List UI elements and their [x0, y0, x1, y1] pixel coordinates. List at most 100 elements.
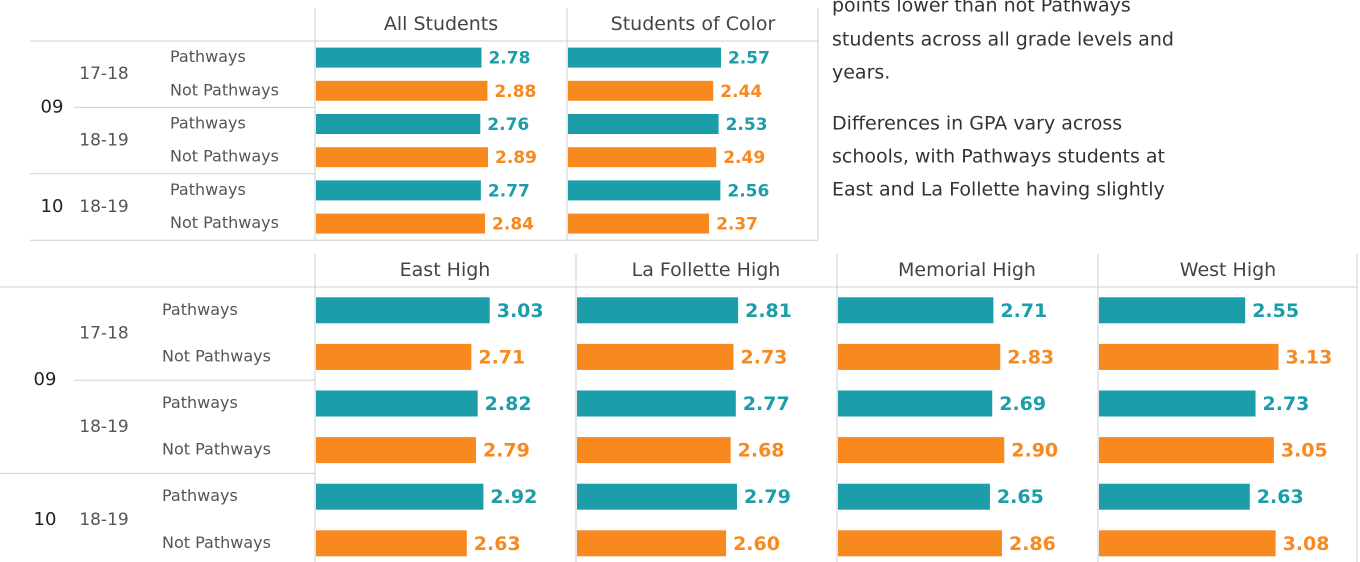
year-label: 18-19 — [79, 510, 128, 530]
bar — [1099, 437, 1274, 464]
bar — [838, 297, 994, 324]
bar — [838, 530, 1002, 557]
bar — [577, 343, 734, 370]
value-label: 2.84 — [492, 215, 534, 235]
value-label: 2.55 — [1252, 300, 1299, 322]
bar — [316, 47, 482, 68]
bar — [568, 147, 717, 168]
value-label: 2.77 — [743, 393, 790, 415]
narrative-line: schools, with Pathways students at — [832, 146, 1165, 168]
row-label: Pathways — [170, 47, 246, 66]
bar — [577, 483, 737, 510]
row-label: Pathways — [170, 180, 246, 199]
row-label: Not Pathways — [170, 213, 279, 232]
panel-header: West High — [1180, 259, 1276, 281]
year-label: 18-19 — [79, 417, 128, 437]
bar — [316, 80, 488, 101]
bar — [577, 530, 727, 557]
value-label: 2.81 — [745, 300, 792, 322]
value-label: 2.90 — [1011, 440, 1058, 462]
row-label: Not Pathways — [162, 346, 271, 365]
value-label: 2.49 — [723, 148, 765, 168]
value-label: 2.57 — [728, 49, 770, 69]
bar — [316, 180, 481, 201]
bar — [568, 114, 719, 134]
bar — [838, 483, 990, 510]
grade-label: 09 — [34, 369, 57, 390]
value-label: 2.83 — [1007, 346, 1054, 368]
value-label: 2.44 — [720, 82, 762, 102]
grade-label: 09 — [41, 96, 64, 117]
bar — [577, 297, 739, 324]
year-label: 18-19 — [79, 197, 128, 217]
bar — [577, 437, 731, 464]
narrative-line: students across all grade levels and — [832, 29, 1174, 51]
value-label: 2.89 — [495, 148, 537, 168]
bar — [838, 390, 993, 417]
value-label: 2.63 — [1257, 486, 1304, 508]
bar — [1099, 343, 1279, 370]
row-label: Not Pathways — [170, 80, 279, 99]
value-label: 2.79 — [744, 486, 791, 508]
value-label: 2.88 — [494, 82, 536, 102]
value-label: 3.08 — [1283, 533, 1330, 555]
panel-header: Memorial High — [898, 259, 1036, 281]
value-label: 2.77 — [488, 181, 530, 201]
panel-header: La Follette High — [632, 259, 781, 281]
bar — [316, 213, 486, 234]
bar — [838, 343, 1001, 370]
value-label: 2.79 — [483, 440, 530, 462]
row-label: Pathways — [170, 114, 246, 133]
value-label: 2.76 — [487, 115, 529, 135]
value-label: 2.37 — [716, 215, 758, 235]
value-label: 2.73 — [1263, 393, 1310, 415]
value-label: 2.56 — [727, 181, 769, 201]
value-label: 2.65 — [997, 486, 1044, 508]
value-label: 2.71 — [478, 346, 525, 368]
bar — [568, 180, 721, 201]
narrative-line: East and La Follette having slightly — [832, 179, 1165, 201]
value-label: 2.92 — [490, 486, 537, 508]
row-label: Pathways — [162, 300, 238, 319]
bar — [568, 80, 714, 101]
bar — [316, 147, 489, 168]
value-label: 2.71 — [1000, 300, 1047, 322]
bar — [1099, 483, 1250, 510]
year-label: 17-18 — [79, 324, 128, 344]
bar — [568, 47, 721, 68]
value-label: 2.69 — [999, 393, 1046, 415]
bar — [316, 390, 478, 417]
panel-header: All Students — [384, 13, 498, 35]
year-label: 18-19 — [79, 131, 128, 151]
value-label: 2.63 — [474, 533, 521, 555]
bar — [1099, 297, 1246, 324]
narrative-line: Differences in GPA vary across — [832, 113, 1122, 135]
value-label: 2.82 — [485, 393, 532, 415]
bar — [316, 483, 484, 510]
value-label: 2.78 — [488, 49, 530, 69]
row-label: Pathways — [162, 486, 238, 505]
row-label: Not Pathways — [162, 533, 271, 552]
bar — [568, 213, 710, 234]
value-label: 3.13 — [1285, 346, 1332, 368]
row-label: Pathways — [162, 393, 238, 412]
grade-label: 10 — [34, 509, 57, 530]
value-label: 2.73 — [741, 346, 788, 368]
value-label: 2.53 — [726, 115, 768, 135]
bar — [838, 437, 1005, 464]
bar — [316, 530, 467, 557]
value-label: 2.68 — [738, 440, 785, 462]
value-label: 3.05 — [1281, 440, 1328, 462]
bar — [316, 343, 472, 370]
year-label: 17-18 — [79, 64, 128, 84]
value-label: 2.86 — [1009, 533, 1056, 555]
value-label: 3.03 — [497, 300, 544, 322]
bar — [1099, 530, 1276, 557]
value-label: 2.60 — [733, 533, 780, 555]
panel-header: East High — [400, 259, 491, 281]
row-label: Not Pathways — [170, 147, 279, 166]
panel-header: Students of Color — [611, 13, 776, 35]
bar — [316, 114, 481, 134]
row-label: Not Pathways — [162, 440, 271, 459]
